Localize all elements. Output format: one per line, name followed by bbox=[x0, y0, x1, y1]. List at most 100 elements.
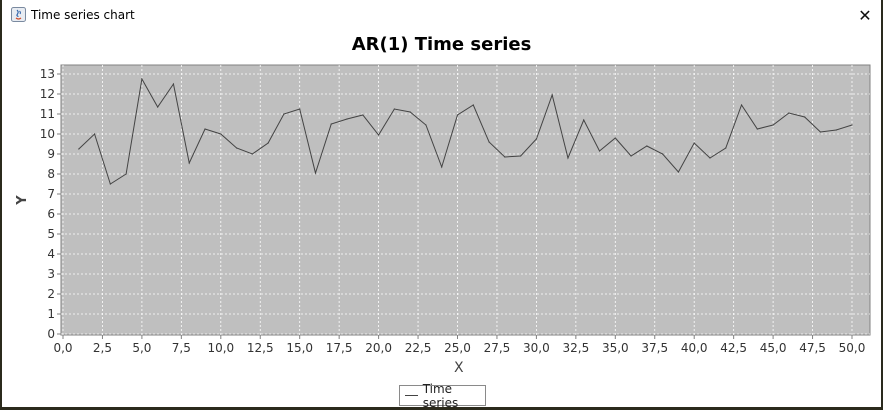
data-point bbox=[456, 114, 459, 116]
data-point bbox=[819, 131, 822, 133]
data-point bbox=[551, 94, 553, 96]
data-point bbox=[488, 141, 490, 143]
x-tick-label: 45,0 bbox=[760, 341, 787, 355]
x-tick-label: 10,0 bbox=[207, 341, 234, 355]
x-tick-label: 32,5 bbox=[562, 341, 589, 355]
data-point bbox=[630, 155, 632, 157]
data-point bbox=[598, 150, 601, 152]
x-tick-label: 5,0 bbox=[132, 341, 151, 355]
data-point bbox=[835, 129, 837, 131]
java-app-icon bbox=[11, 7, 26, 22]
data-point bbox=[725, 147, 727, 149]
data-point bbox=[788, 112, 790, 114]
data-point bbox=[504, 156, 506, 158]
x-tick-label: 47,5 bbox=[799, 341, 826, 355]
y-tick-label: 9 bbox=[47, 147, 55, 161]
data-point bbox=[646, 145, 648, 147]
data-point bbox=[141, 78, 143, 80]
chart-title: AR(1) Time series bbox=[351, 34, 532, 55]
data-point bbox=[93, 133, 96, 135]
y-tick-label: 1 bbox=[47, 307, 55, 321]
desktop-background-edge bbox=[881, 0, 883, 407]
legend-label: Time series bbox=[422, 381, 459, 410]
legend: Time series bbox=[399, 382, 486, 410]
y-tick-label: 12 bbox=[40, 87, 55, 101]
data-point bbox=[330, 123, 332, 125]
data-point bbox=[109, 183, 111, 185]
y-tick-label: 5 bbox=[47, 227, 55, 241]
x-tick-label: 42,5 bbox=[720, 341, 747, 355]
x-tick-label: 17,5 bbox=[326, 341, 353, 355]
y-tick-label: 6 bbox=[47, 207, 55, 221]
data-point bbox=[677, 171, 680, 173]
y-tick-label: 8 bbox=[47, 167, 55, 181]
data-point bbox=[709, 157, 711, 159]
y-tick-label: 0 bbox=[47, 327, 55, 341]
window-title: Time series chart bbox=[31, 8, 135, 22]
y-tick-label: 4 bbox=[47, 247, 55, 261]
data-point bbox=[314, 172, 317, 174]
data-point bbox=[472, 104, 474, 106]
x-tick-label: 30,0 bbox=[523, 341, 550, 355]
x-tick-label: 25,0 bbox=[444, 341, 471, 355]
data-point bbox=[125, 173, 127, 175]
y-tick-label: 3 bbox=[47, 267, 55, 281]
data-point bbox=[740, 104, 743, 106]
x-tick-label: 22,5 bbox=[405, 341, 432, 355]
y-tick-label: 11 bbox=[40, 107, 55, 121]
data-point bbox=[756, 128, 758, 130]
y-tick-label: 10 bbox=[40, 127, 55, 141]
data-point bbox=[772, 124, 774, 126]
data-point bbox=[693, 142, 695, 144]
x-tick-label: 35,0 bbox=[602, 341, 629, 355]
data-point bbox=[283, 113, 285, 115]
x-tick-label: 40,0 bbox=[681, 341, 708, 355]
data-point bbox=[251, 153, 253, 155]
title-bar[interactable]: Time series chart ✕ bbox=[2, 0, 881, 31]
x-tick-label: 15,0 bbox=[286, 341, 313, 355]
x-tick-label: 0,0 bbox=[53, 341, 72, 355]
x-axis-label: X bbox=[454, 360, 464, 376]
data-point bbox=[567, 157, 569, 159]
data-point bbox=[535, 138, 538, 140]
data-point bbox=[441, 166, 443, 168]
data-point bbox=[583, 119, 585, 121]
legend-line-swatch bbox=[405, 395, 418, 396]
data-point bbox=[662, 153, 664, 155]
data-point bbox=[804, 116, 806, 118]
data-point bbox=[393, 108, 395, 110]
data-point bbox=[299, 108, 301, 110]
data-point bbox=[378, 134, 380, 136]
data-point bbox=[157, 106, 159, 108]
x-tick-label: 50,0 bbox=[839, 341, 866, 355]
x-tick-label: 20,0 bbox=[365, 341, 392, 355]
data-point bbox=[520, 155, 522, 157]
x-tick-label: 2,5 bbox=[93, 341, 112, 355]
data-point bbox=[220, 133, 222, 135]
x-tick-label: 7,5 bbox=[172, 341, 191, 355]
close-icon: ✕ bbox=[858, 5, 872, 25]
data-point bbox=[409, 111, 411, 113]
close-button[interactable]: ✕ bbox=[849, 0, 881, 30]
data-point bbox=[614, 137, 616, 139]
x-tick-label: 12,5 bbox=[247, 341, 274, 355]
series-line bbox=[78, 77, 853, 185]
data-point bbox=[362, 114, 364, 116]
x-tick-label: 37,5 bbox=[641, 341, 668, 355]
data-point bbox=[235, 147, 238, 149]
data-point bbox=[851, 124, 853, 126]
data-point bbox=[78, 148, 80, 150]
data-point bbox=[425, 124, 427, 126]
data-point bbox=[346, 118, 348, 120]
plot-area bbox=[60, 64, 871, 336]
data-point bbox=[267, 142, 269, 144]
y-tick-label: 13 bbox=[40, 67, 55, 81]
y-tick-label: 7 bbox=[47, 187, 55, 201]
data-point bbox=[172, 83, 175, 85]
data-point bbox=[204, 128, 206, 130]
y-tick-label: 2 bbox=[47, 287, 55, 301]
data-point bbox=[188, 162, 190, 164]
x-tick-label: 27,5 bbox=[484, 341, 511, 355]
